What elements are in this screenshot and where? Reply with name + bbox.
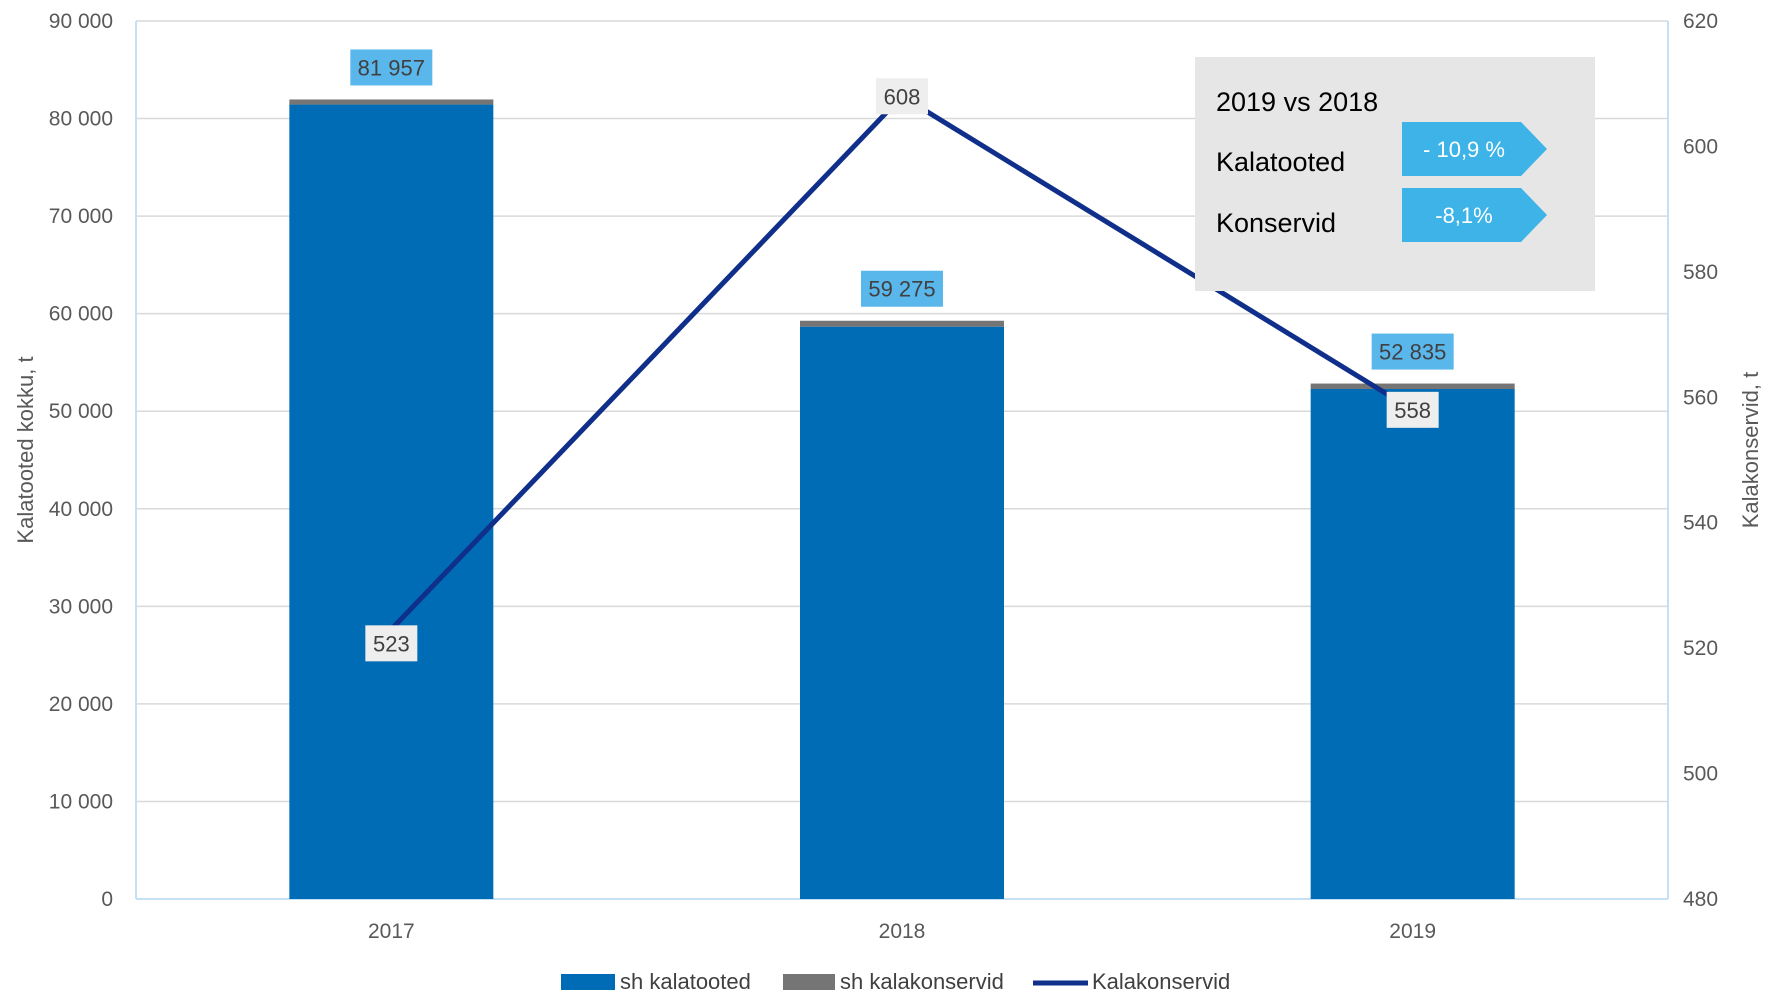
y-tick-label: 90 000 — [49, 10, 113, 33]
change-arrow-kalatooted — [1402, 122, 1547, 176]
annotation-title: 2019 vs 2018 — [1216, 87, 1378, 117]
bars — [289, 99, 1515, 899]
bar-total-label-bg — [1371, 333, 1454, 370]
bar-sh-kalatooted — [800, 326, 1004, 899]
change-value-konservid: -8,1% — [1435, 203, 1492, 228]
line-point-label: 523 — [373, 631, 410, 656]
y-tick-label: 40 000 — [49, 498, 113, 521]
bar-total-label-bg — [861, 270, 943, 307]
left-axis-ticks: 0 10 000 20 000 30 000 40 000 50 000 60 000 70 … — [49, 10, 113, 911]
annotation-row-label-kalatooted: Kalatooted — [1216, 147, 1345, 177]
y2-tick-label: 540 — [1683, 512, 1718, 535]
legend-label-kalakonservid: Kalakonservid — [1092, 969, 1230, 992]
x-tick-label: 2018 — [879, 920, 926, 943]
bar-sh-kalakonservid — [800, 320, 1004, 327]
y-tick-label: 0 — [101, 888, 113, 911]
x-axis-ticks: 2017 2018 2019 — [368, 920, 1436, 943]
bar-sh-kalakonservid — [289, 99, 494, 105]
y-axis-title: Kalatooted kokku, t — [13, 356, 38, 543]
legend-swatch-sh-kalakonservid — [783, 974, 835, 990]
y-tick-label: 70 000 — [49, 205, 113, 228]
y-tick-label: 20 000 — [49, 693, 113, 716]
y2-tick-label: 600 — [1683, 135, 1718, 158]
bar-total-label: 59 275 — [868, 277, 935, 302]
change-value-kalatooted: - 10,9 % — [1423, 137, 1505, 162]
line-point-label: 608 — [884, 84, 921, 109]
legend: sh kalatooted sh kalakonservid Kalakonse… — [561, 969, 1230, 992]
line-point-label-bg — [1386, 391, 1439, 428]
legend-label-sh-kalakonservid: sh kalakonservid — [840, 969, 1004, 992]
bar-total-label: 81 957 — [358, 55, 425, 80]
y-tick-label: 60 000 — [49, 303, 113, 326]
y2-tick-label: 560 — [1683, 386, 1718, 409]
annotation-row-label-konservid: Konservid — [1216, 208, 1336, 238]
y2-tick-label: 500 — [1683, 763, 1718, 786]
y-tick-label: 80 000 — [49, 108, 113, 131]
bar-sh-kalakonservid — [1310, 383, 1515, 390]
y2-tick-label: 620 — [1683, 10, 1718, 33]
bar-total-label-bg — [350, 49, 433, 86]
legend-label-sh-kalatooted: sh kalatooted — [620, 969, 751, 992]
line-point-label: 558 — [1394, 398, 1431, 423]
bar-sh-kalatooted — [1310, 389, 1515, 899]
change-arrow-konservid — [1402, 188, 1547, 242]
annotation-box-bg — [1195, 57, 1595, 291]
y-tick-label: 30 000 — [49, 595, 113, 618]
data-labels: 81 957 523 59 275 608 52 835 558 — [350, 49, 1454, 662]
annotation-box: 2019 vs 2018 Kalatooted Konservid - 10,9… — [1195, 57, 1595, 291]
y2-tick-label: 480 — [1683, 888, 1718, 911]
y2-axis-title: Kalakonservid, t — [1738, 372, 1763, 529]
y-tick-label: 10 000 — [49, 790, 113, 813]
legend-swatch-sh-kalatooted — [561, 974, 615, 990]
bar-total-label: 52 835 — [1379, 340, 1446, 365]
right-axis-ticks: 480 500 520 540 560 580 600 620 — [1683, 10, 1718, 911]
x-tick-label: 2019 — [1389, 920, 1436, 943]
line-point-label-bg — [365, 625, 418, 662]
line-point-label-bg — [876, 78, 928, 115]
bar-sh-kalatooted — [289, 104, 494, 899]
y2-tick-label: 580 — [1683, 261, 1718, 284]
y-tick-label: 50 000 — [49, 400, 113, 423]
y2-tick-label: 520 — [1683, 637, 1718, 660]
x-tick-label: 2017 — [368, 920, 415, 943]
